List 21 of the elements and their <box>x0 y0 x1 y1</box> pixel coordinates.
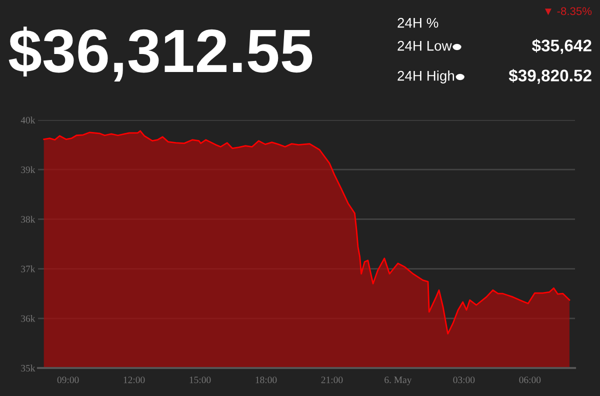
x-tick-label: 6. May <box>384 376 412 386</box>
x-tick-label: 09:00 <box>57 376 79 384</box>
y-tick-label: 36k <box>21 315 36 322</box>
y-tick-label: 40k <box>20 116 36 124</box>
y-tick-label: 39k <box>21 166 36 174</box>
y-tick-label: 35k <box>21 364 36 372</box>
chart-title: $36,312.55 <box>8 26 312 82</box>
x-tick-label: 21:00 <box>321 376 343 384</box>
x-tick-label: 06:00 <box>519 376 541 384</box>
text: ▼ -8.35% <box>544 7 592 16</box>
x-tick-label: 15:00 <box>190 376 211 384</box>
text: 24H Low <box>398 40 452 51</box>
x-tick-label: 18:00 <box>256 376 277 384</box>
text: $35,642 <box>532 38 592 54</box>
y-tick-label: 37k <box>21 265 36 272</box>
y-tick-label: 38k <box>21 216 36 223</box>
text: 24H High <box>398 70 454 84</box>
text: 24H % <box>398 18 438 28</box>
text: $39,820.52 <box>508 68 592 84</box>
x-tick-label: 03:00 <box>453 376 475 384</box>
x-tick-label: 12:00 <box>124 376 145 384</box>
